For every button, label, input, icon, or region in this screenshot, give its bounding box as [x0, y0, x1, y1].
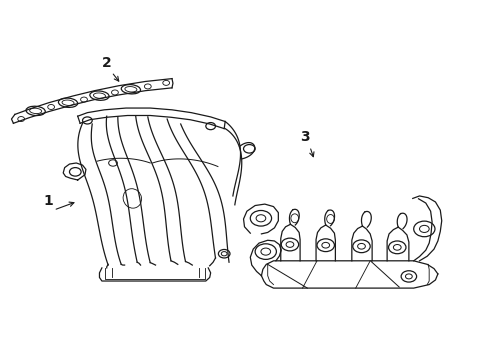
Text: 3: 3	[300, 130, 309, 144]
Text: 2: 2	[102, 56, 111, 70]
Text: 1: 1	[44, 194, 54, 208]
